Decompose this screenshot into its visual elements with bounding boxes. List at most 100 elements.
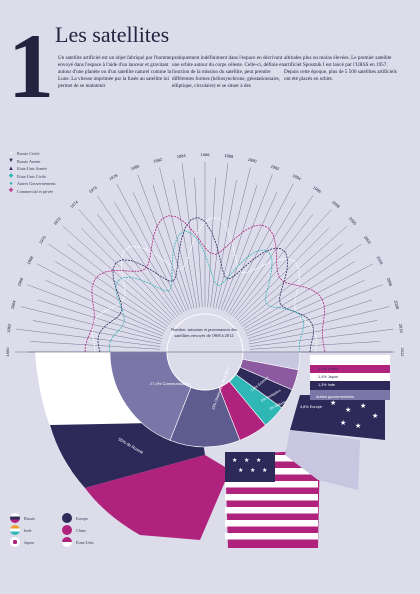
europe-segment — [290, 395, 385, 440]
donut-label: 27,4% Communication — [150, 381, 190, 386]
year-ray — [230, 195, 314, 316]
flag-legend-item: Inde — [10, 524, 35, 536]
usa-stripe — [225, 494, 318, 501]
year-ray — [243, 261, 355, 329]
up-triangle-marker-icon: ▲ — [8, 165, 14, 172]
year-ray — [16, 328, 161, 347]
flag-legend-item: Europe — [62, 512, 94, 524]
country-bar — [310, 365, 390, 373]
year-ray — [30, 341, 161, 350]
country-bars — [310, 355, 390, 400]
year-label: 2012 — [400, 348, 405, 358]
year-label: 1984 — [176, 153, 186, 159]
year-ray — [20, 306, 162, 342]
year-ray — [225, 183, 294, 313]
flag-legend: Russie Inde Japon — [10, 512, 35, 548]
series-curve — [97, 216, 314, 353]
star-icon: ★ — [262, 467, 267, 474]
small-label: 1,3% Inde — [318, 383, 335, 387]
year-ray — [159, 167, 195, 309]
year-ray — [37, 299, 163, 339]
year-ray — [116, 183, 185, 313]
year-label: 1966 — [16, 276, 24, 287]
year-label: 2000 — [348, 216, 358, 227]
year-ray — [241, 243, 362, 327]
year-ray — [133, 192, 187, 312]
square-marker-icon: ▪ — [9, 150, 13, 157]
star-icon: ★ — [244, 457, 249, 464]
year-ray — [194, 177, 203, 308]
india-flag-icon — [10, 525, 20, 535]
series-curves — [84, 215, 326, 353]
star-icon: ★ — [372, 412, 378, 420]
year-ray — [32, 320, 161, 345]
year-ray — [114, 202, 182, 314]
donut-label: 3% Militaire — [269, 400, 287, 411]
year-ray — [96, 214, 178, 317]
star-icon: ★ — [232, 457, 237, 464]
year-ray — [27, 284, 163, 337]
star-icon: ★ — [360, 402, 366, 410]
usa-stripe — [225, 520, 318, 527]
year-ray — [247, 284, 383, 337]
legend-item: ▪ Russie Civile — [9, 150, 40, 157]
flag-legend-item: Russie — [10, 512, 35, 524]
intro-column-1: Un satellite artificiel est un objet fab… — [58, 55, 173, 90]
small-label: 2,3% Chine — [318, 367, 338, 371]
circle-marker-icon: ● — [9, 180, 13, 187]
year-label: 1960 — [5, 347, 10, 357]
russia-flag-red — [85, 455, 230, 540]
page-title: Les satellites — [55, 22, 170, 47]
legend-item: ✚ Commercial et privée — [8, 188, 54, 195]
star-icon: ★ — [345, 406, 351, 414]
year-label: 1982 — [153, 157, 164, 164]
year-ray — [249, 320, 378, 345]
star-icon: ★ — [256, 457, 261, 464]
year-ray — [220, 174, 273, 310]
year-ray — [181, 163, 200, 308]
year-ray — [248, 306, 390, 342]
flag-legend-item: Etats-Unis — [62, 536, 94, 548]
year-ray — [78, 209, 176, 319]
year-ray — [245, 280, 365, 334]
legend-item: ▲ Etats-Unis Armée — [8, 165, 47, 172]
usa-flag-icon — [62, 537, 72, 547]
series-curve — [92, 217, 317, 353]
series-legend: ▪ Russie Civile ▼ Russie Armée ▲ Etats-Unis… — [8, 150, 56, 195]
year-ray — [210, 163, 229, 308]
usa-flag-canton — [225, 452, 275, 482]
europe-flag-icon — [62, 513, 72, 523]
year-ray — [207, 177, 216, 308]
year-ray — [249, 328, 394, 347]
star-icon: ★ — [330, 399, 336, 407]
year-ray — [249, 341, 380, 350]
country-bar — [310, 355, 390, 365]
legend-item: ● Autres Gouvernements — [9, 180, 56, 187]
usa-stripe — [225, 507, 318, 514]
year-ray — [236, 228, 329, 321]
year-label: 1998 — [331, 199, 342, 209]
year-ray — [48, 243, 169, 327]
year-ray — [55, 261, 167, 329]
others-segment — [285, 430, 360, 490]
china-flag-icon — [62, 525, 72, 535]
year-label: 1962 — [6, 323, 12, 333]
mission-donut — [109, 351, 301, 448]
year-ray — [228, 202, 296, 314]
center-caption: Nombre, missions et provenances des sate… — [170, 327, 238, 338]
intro-column-3: altitudes plus ou moins élevées. Le prem… — [284, 55, 397, 83]
year-label: 1978 — [108, 172, 119, 181]
legend-item: ▼ Russie Armée — [8, 158, 41, 165]
legend-item: ◆ Etats-Unis Civile — [8, 173, 46, 180]
country-bar — [310, 373, 390, 381]
year-label: 1970 — [38, 234, 48, 245]
star-icon: ★ — [355, 422, 361, 430]
year-label: 1976 — [88, 184, 99, 194]
year-label: 1990 — [247, 157, 258, 164]
year-ray — [234, 209, 332, 319]
year-label: 1968 — [26, 254, 35, 265]
year-ray — [218, 184, 258, 310]
year-ray — [62, 225, 172, 323]
flag-legend-item: Japon — [10, 536, 35, 548]
